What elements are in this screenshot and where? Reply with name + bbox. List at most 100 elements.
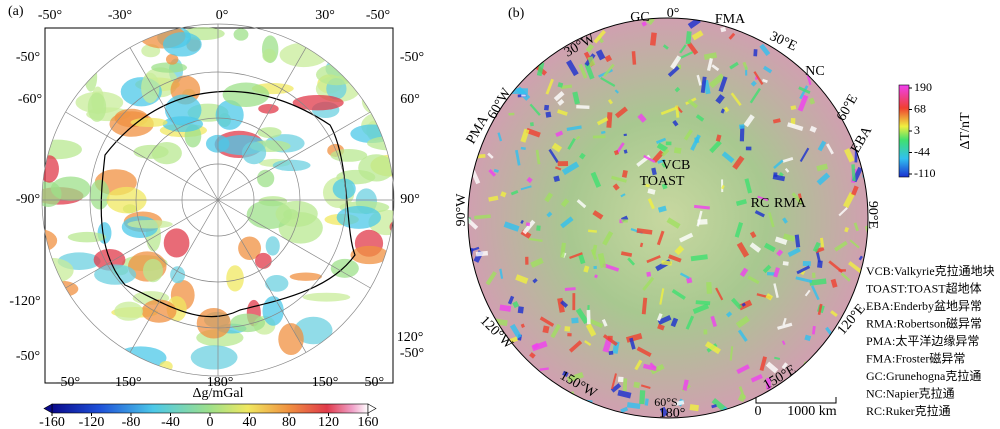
anomaly-patch [127,219,173,229]
anomaly-stripe [588,318,604,328]
anomaly-patch [163,228,190,258]
anomaly-stripe [795,276,813,284]
map-label: TOAST [640,174,685,189]
anomaly-stripe [576,105,590,109]
anomaly-stripe [529,122,534,127]
anomaly-stripe [587,405,598,412]
anomaly-stripe [593,265,597,269]
anomaly-stripe [622,378,628,392]
anomaly-stripe [784,168,790,173]
anomaly-stripe [673,147,682,154]
anomaly-stripe [468,258,473,270]
anomaly-stripe [468,216,479,230]
anomaly-stripe [585,323,597,337]
anomaly-stripe [848,261,863,274]
anomaly-stripe [781,340,786,346]
anomaly-stripe [611,175,627,183]
anomaly-stripe [617,376,624,383]
anomaly-stripe [620,251,633,257]
anomaly-patch [332,178,356,200]
anomaly-stripe [776,249,784,257]
anomaly-stripe [791,192,804,206]
anomaly-stripe [602,334,618,347]
anomaly-stripe [729,61,739,70]
map-label: GC [630,10,649,25]
anomaly-stripe [761,78,768,84]
anomaly-stripe [819,237,825,248]
anomaly-stripe [474,214,491,220]
anomaly-stripe [500,191,507,198]
anomaly-stripe [641,21,647,27]
anomaly-patch [143,258,164,283]
anomaly-patch [114,301,144,321]
colorbar-tick-label: -80 [122,415,141,429]
degree-label: -50° [16,50,40,65]
anomaly-stripe [627,257,636,266]
anomaly-stripe [817,140,827,152]
anomaly-stripe [661,183,668,190]
anomaly-stripe [690,254,708,262]
anomaly-stripe [695,114,705,122]
map-label: RC [751,196,770,211]
meridian [65,199,219,289]
colorbar-tick-label: 3 [914,123,920,137]
anomaly-stripe [634,359,643,371]
anomaly-stripe [660,106,678,116]
anomaly-stripe [787,247,801,257]
degree-label: -120° [9,294,40,309]
anomaly-patch [226,265,244,292]
anomaly-stripe [557,82,564,88]
anomaly-stripe [797,94,809,112]
anomaly-stripe [838,207,848,217]
anomaly-stripe [469,246,480,252]
degree-label: -90° [16,192,40,207]
anomaly-stripe [503,221,520,232]
panel-label: (a) [8,4,24,19]
anomaly-stripe [610,383,622,393]
anomaly-patch [133,144,169,159]
anomaly-patch [230,313,266,333]
anomaly-stripe [636,346,652,358]
degree-label: -50° [16,349,40,364]
anomaly-stripe [595,49,606,61]
anomaly-stripe [600,76,616,87]
colorbar-a [51,403,369,414]
anomaly-stripe [525,222,531,227]
anomaly-stripe [576,199,587,209]
anomaly-stripe [773,267,780,278]
anomaly-stripe [572,293,576,311]
anomaly-stripe [762,65,773,74]
degree-label: -50° [400,50,424,65]
anomaly-patch [67,231,107,243]
anomaly-patch [94,264,137,285]
anomaly-patch [196,307,231,339]
anomaly-stripe [753,71,764,85]
anomaly-stripe [816,163,829,172]
anomaly-stripe [587,56,596,67]
anomaly-stripe [798,86,811,94]
anomaly-patch [6,212,21,230]
anomaly-stripe [509,323,522,339]
anomaly-stripe [645,183,650,188]
anomaly-stripe [621,219,628,223]
anomaly-stripe [706,57,713,71]
degree-label: -30° [108,8,132,23]
anomaly-stripe [557,161,569,167]
anomaly-stripe [646,255,661,264]
anomaly-stripe [674,245,685,256]
anomaly-stripe [520,219,524,224]
anomaly-stripe [630,416,637,418]
anomaly-stripe [468,267,473,278]
anomaly-stripe [741,302,746,307]
magnetic-map [467,17,869,419]
anomaly-patch [42,139,82,160]
anomaly-stripe [753,49,758,57]
anomaly-stripe [715,134,722,142]
colorbar-tick-label: -40 [161,415,180,429]
anomaly-stripe [560,300,569,308]
anomaly-stripe [661,260,673,266]
anomaly-stripe [773,159,784,170]
anomaly-stripe [736,364,750,374]
anomaly-stripe [804,289,811,297]
anomaly-stripe [544,192,554,203]
